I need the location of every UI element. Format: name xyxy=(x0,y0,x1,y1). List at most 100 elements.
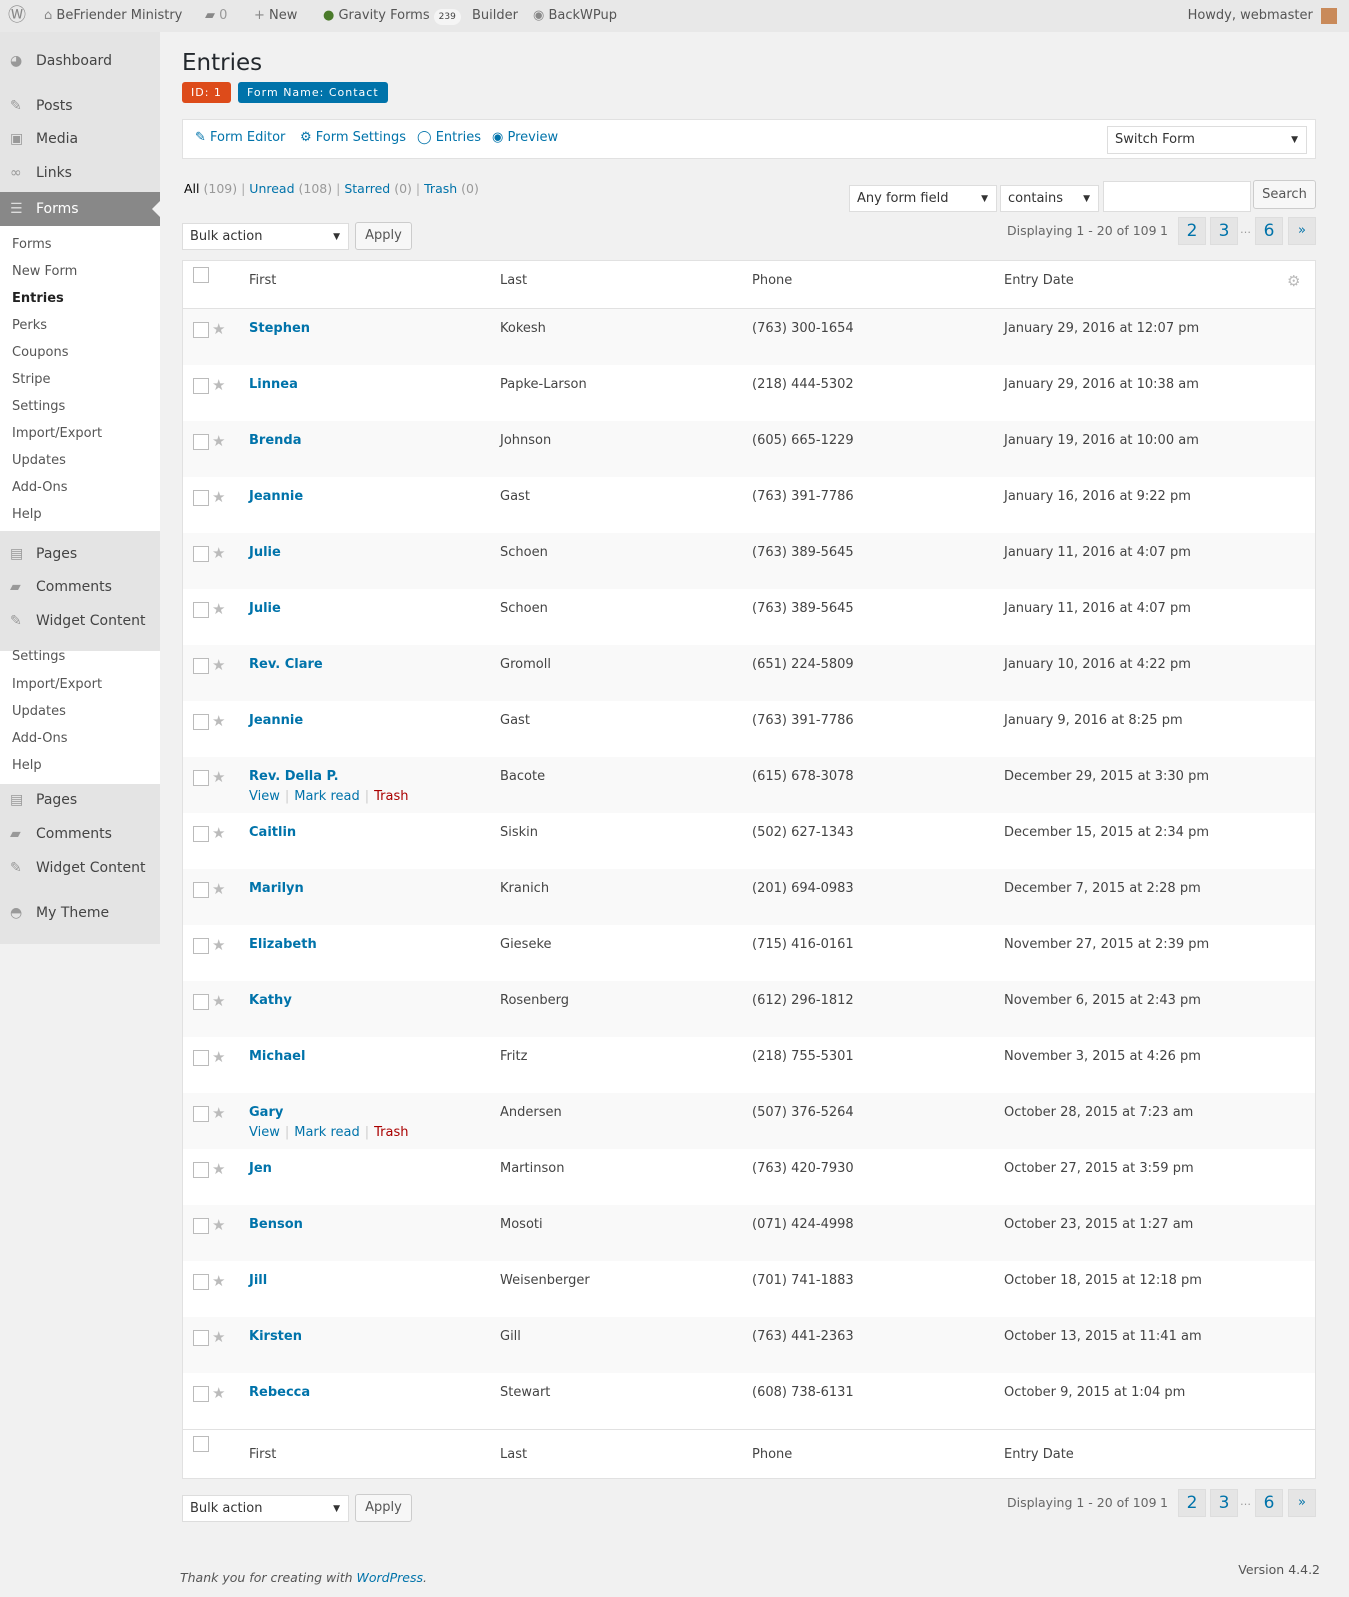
star-icon[interactable]: ★ xyxy=(212,992,226,1010)
row-checkbox[interactable] xyxy=(193,714,209,730)
site-name-link[interactable]: ⌂ BeFriender Ministry xyxy=(44,0,182,32)
row-checkbox[interactable] xyxy=(193,490,209,506)
column-entry-date[interactable]: Entry Date xyxy=(1004,273,1074,288)
page-3-link[interactable]: 3 xyxy=(1210,1489,1238,1517)
star-icon[interactable]: ★ xyxy=(212,1104,226,1122)
entry-first-name[interactable]: Elizabeth xyxy=(249,937,317,952)
star-icon[interactable]: ★ xyxy=(212,1272,226,1290)
star-icon[interactable]: ★ xyxy=(212,488,226,506)
entry-first-name[interactable]: Kirsten xyxy=(249,1329,302,1344)
entry-first-name[interactable]: Kathy xyxy=(249,993,292,1008)
submenu-new-form[interactable]: New Form xyxy=(12,264,78,279)
entry-first-name[interactable]: Rev. Clare xyxy=(249,657,323,672)
entry-first-name[interactable]: Caitlin xyxy=(249,825,297,840)
trash-link[interactable]: Trash xyxy=(374,1125,409,1140)
page-2-link[interactable]: 2 xyxy=(1178,217,1206,245)
star-icon[interactable]: ★ xyxy=(212,656,226,674)
row-checkbox[interactable] xyxy=(193,882,209,898)
flyout-import-export[interactable]: Import/Export xyxy=(12,677,103,692)
submenu-help[interactable]: Help xyxy=(12,507,42,522)
star-icon[interactable]: ★ xyxy=(212,1216,226,1234)
menu-pages-2[interactable]: ▤ Pages xyxy=(0,784,160,816)
star-icon[interactable]: ★ xyxy=(212,1048,226,1066)
search-field-select[interactable]: Any form field ▼ xyxy=(849,185,997,212)
row-checkbox[interactable] xyxy=(193,1386,209,1402)
entries-link[interactable]: ◯ Entries xyxy=(417,130,481,145)
submenu-add-ons[interactable]: Add-Ons xyxy=(12,480,68,495)
star-icon[interactable]: ★ xyxy=(212,1160,226,1178)
page-2-link[interactable]: 2 xyxy=(1178,1489,1206,1517)
entry-first-name[interactable]: Linnea xyxy=(249,377,298,392)
row-checkbox[interactable] xyxy=(193,994,209,1010)
submenu-stripe[interactable]: Stripe xyxy=(12,372,51,387)
flyout-help[interactable]: Help xyxy=(12,758,42,773)
menu-posts[interactable]: ✎ Posts xyxy=(0,90,160,122)
menu-forms[interactable]: ☰ Forms xyxy=(0,192,160,226)
submenu-settings[interactable]: Settings xyxy=(12,399,66,414)
row-checkbox[interactable] xyxy=(193,826,209,842)
switch-form-select[interactable]: Switch Form ▼ xyxy=(1107,126,1307,154)
submenu-updates[interactable]: Updates xyxy=(12,453,66,468)
star-icon[interactable]: ★ xyxy=(212,1384,226,1402)
column-first[interactable]: First xyxy=(249,273,277,288)
star-icon[interactable]: ★ xyxy=(212,824,226,842)
submenu-coupons[interactable]: Coupons xyxy=(12,345,69,360)
column-last-footer[interactable]: Last xyxy=(500,1447,528,1462)
entry-first-name[interactable]: Brenda xyxy=(249,433,302,448)
submenu-entries[interactable]: Entries xyxy=(12,291,64,306)
row-checkbox[interactable] xyxy=(193,1274,209,1290)
menu-pages[interactable]: ▤ Pages xyxy=(0,538,160,570)
star-icon[interactable]: ★ xyxy=(212,376,226,394)
star-icon[interactable]: ★ xyxy=(212,768,226,786)
trash-link[interactable]: Trash xyxy=(374,789,409,804)
search-button[interactable]: Search xyxy=(1253,180,1316,209)
menu-comments-2[interactable]: ▰ Comments xyxy=(0,818,160,850)
row-checkbox[interactable] xyxy=(193,1330,209,1346)
filter-trash[interactable]: Trash xyxy=(424,181,458,196)
flyout-updates[interactable]: Updates xyxy=(12,704,66,719)
view-link[interactable]: View xyxy=(249,789,280,804)
menu-links[interactable]: ∞ Links xyxy=(0,157,160,189)
entry-first-name[interactable]: Benson xyxy=(249,1217,303,1232)
search-input[interactable] xyxy=(1103,181,1251,212)
mark-read-link[interactable]: Mark read xyxy=(294,789,360,804)
entry-first-name[interactable]: Julie xyxy=(249,601,281,616)
column-last[interactable]: Last xyxy=(500,273,528,288)
search-operator-select[interactable]: contains ▼ xyxy=(1000,185,1099,212)
column-first-footer[interactable]: First xyxy=(249,1447,277,1462)
star-icon[interactable]: ★ xyxy=(212,432,226,450)
star-icon[interactable]: ★ xyxy=(212,712,226,730)
filter-starred[interactable]: Starred xyxy=(344,181,391,196)
star-icon[interactable]: ★ xyxy=(212,600,226,618)
next-page-link[interactable]: » xyxy=(1288,1489,1316,1517)
entry-first-name[interactable]: Marilyn xyxy=(249,881,304,896)
flyout-add-ons[interactable]: Add-Ons xyxy=(12,731,68,746)
filter-all[interactable]: All xyxy=(184,181,200,196)
entry-first-name[interactable]: Jill xyxy=(249,1273,268,1288)
comments-link[interactable]: ▰ 0 xyxy=(205,0,227,32)
row-checkbox[interactable] xyxy=(193,1218,209,1234)
entry-first-name[interactable]: Rebecca xyxy=(249,1385,311,1400)
backwpup-link[interactable]: ◉ BackWPup xyxy=(533,0,617,32)
submenu-perks[interactable]: Perks xyxy=(12,318,48,333)
preview-link[interactable]: ◉ Preview xyxy=(492,130,558,145)
form-editor-link[interactable]: ✎ Form Editor xyxy=(195,130,285,145)
my-account-link[interactable]: Howdy, webmaster xyxy=(1188,0,1337,32)
row-checkbox[interactable] xyxy=(193,602,209,618)
column-phone-footer[interactable]: Phone xyxy=(752,1447,793,1462)
row-checkbox[interactable] xyxy=(193,938,209,954)
entry-first-name[interactable]: Michael xyxy=(249,1049,306,1064)
star-icon[interactable]: ★ xyxy=(212,1328,226,1346)
row-checkbox[interactable] xyxy=(193,1162,209,1178)
entry-first-name[interactable]: Rev. Della P. xyxy=(249,769,339,784)
apply-button[interactable]: Apply xyxy=(355,222,412,250)
menu-comments[interactable]: ▰ Comments xyxy=(0,571,160,603)
menu-widget-content-2[interactable]: ✎ Widget Content xyxy=(0,852,160,884)
submenu-forms[interactable]: Forms xyxy=(12,237,52,252)
page-6-link[interactable]: 6 xyxy=(1255,217,1283,245)
mark-read-link[interactable]: Mark read xyxy=(294,1125,360,1140)
next-page-link[interactable]: » xyxy=(1288,217,1316,245)
row-checkbox[interactable] xyxy=(193,378,209,394)
wordpress-link[interactable]: WordPress xyxy=(356,1570,423,1585)
row-checkbox[interactable] xyxy=(193,1106,209,1122)
